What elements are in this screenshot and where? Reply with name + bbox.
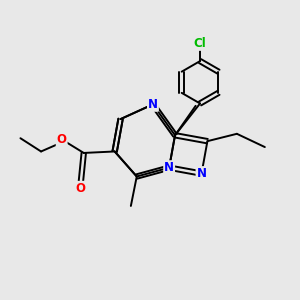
Text: N: N xyxy=(196,167,206,180)
Text: N: N xyxy=(148,98,158,111)
Text: O: O xyxy=(57,133,67,146)
Text: N: N xyxy=(164,161,174,174)
Text: Cl: Cl xyxy=(194,37,206,50)
Text: O: O xyxy=(76,182,86,195)
